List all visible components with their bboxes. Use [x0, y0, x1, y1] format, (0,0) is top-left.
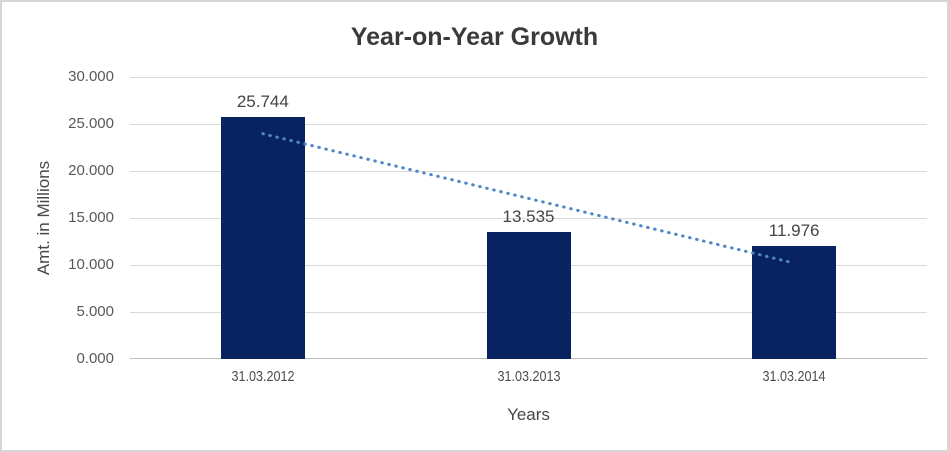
bar-31.03.2014[interactable]	[752, 246, 837, 359]
y-tick-label: 30.000	[68, 68, 114, 85]
chart-title: Year-on-Year Growth	[350, 23, 599, 51]
x-tick-label: 31.03.2012	[231, 368, 295, 385]
y-tick-label: 5.000	[76, 303, 114, 320]
gridline	[130, 170, 927, 172]
gridline	[130, 76, 927, 78]
trendline-layer	[261, 132, 796, 265]
data-label: 11.976	[768, 221, 820, 241]
data-label: 25.744	[236, 92, 289, 111]
trendline[interactable]	[261, 132, 796, 265]
y-tick-label: 10.000	[68, 256, 114, 273]
x-tick-label: 31.03.2013	[496, 368, 561, 385]
y-tick-label: 0.000	[76, 350, 114, 367]
data-label: 13.535	[502, 206, 555, 226]
plot-area: 25.744 13.535 11.976	[130, 76, 927, 359]
bar-31.03.2013[interactable]	[486, 231, 571, 359]
y-tick-label: 25.000	[68, 115, 114, 132]
y-tick-label: 20.000	[68, 162, 114, 179]
y-axis-title: Amt. in Millions	[34, 160, 53, 276]
x-tick-label: 31.03.2014	[762, 368, 826, 385]
gridline	[130, 123, 927, 125]
x-axis-title: Years	[507, 405, 550, 424]
y-tick-label: 15.000	[68, 209, 114, 226]
gridline	[130, 217, 927, 219]
bar-31.03.2012[interactable]	[220, 117, 305, 359]
